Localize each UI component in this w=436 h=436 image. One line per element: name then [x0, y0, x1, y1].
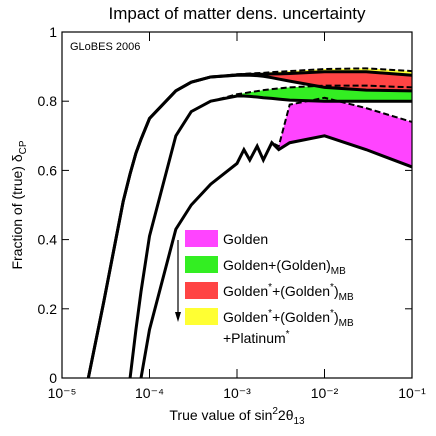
y-tick-label: 0.4	[38, 232, 58, 248]
text-part: *	[268, 282, 272, 293]
text-part: *	[330, 282, 334, 293]
chart-title: Impact of matter dens. uncertainty	[108, 4, 366, 23]
text-part: )	[334, 309, 339, 325]
text-part: 13	[294, 416, 306, 427]
legend-arrow-head	[175, 312, 181, 322]
text-part: CP	[18, 140, 29, 154]
y-tick-label: 0	[49, 370, 57, 386]
text-part: Golden+(Golden)	[223, 257, 331, 273]
band-fill	[141, 97, 412, 379]
text-part: +(Golden	[272, 309, 330, 325]
y-tick-label: 0.2	[38, 301, 58, 317]
text-part: *	[330, 308, 334, 319]
text-part: 2θ	[278, 407, 294, 423]
legend-label: +Platinum*	[223, 329, 290, 346]
x-tick-label: 10⁻¹	[398, 385, 426, 401]
y-tick-label: 0.6	[38, 162, 58, 178]
legend-swatch	[185, 282, 218, 299]
text-part: MB	[331, 266, 346, 277]
x-tick-label: 10⁻⁵	[48, 385, 77, 401]
text-part: +Platinum	[223, 330, 286, 346]
annotation: GLoBES 2006	[70, 41, 140, 53]
x-tick-label: 10⁻⁴	[135, 385, 164, 401]
text-part: MB	[339, 318, 354, 329]
y-tick-label: 0.8	[38, 93, 58, 109]
legend-swatch	[185, 256, 218, 273]
text-part: Fraction of (true) δ	[9, 154, 25, 269]
text-part: MB	[339, 292, 354, 303]
text-part: Golden	[223, 283, 268, 299]
text-part: Golden	[223, 231, 268, 247]
legend-label: Golden	[223, 231, 268, 247]
y-axis-label: Fraction of (true) δCP	[9, 140, 29, 269]
text-part: True value of sin	[169, 407, 272, 423]
text-part: *	[268, 308, 272, 319]
upper-line	[129, 84, 413, 379]
text-part: 2	[272, 406, 278, 417]
legend-label: Golden+(Golden)MB	[223, 257, 346, 277]
x-tick-label: 10⁻³	[223, 385, 251, 401]
x-axis-label: True value of sin22θ13	[169, 406, 305, 427]
x-tick-label: 10⁻²	[311, 385, 339, 401]
lower-line	[128, 94, 412, 379]
y-tick-label: 1	[49, 24, 57, 40]
legend-label: Golden*+(Golden*)MB	[223, 282, 354, 303]
text-part: )	[334, 283, 339, 299]
text-part: Golden	[223, 309, 268, 325]
upper-line	[87, 67, 413, 379]
text-part: +(Golden	[272, 283, 330, 299]
text-part: *	[286, 329, 290, 340]
legend-label: Golden*+(Golden*)MB	[223, 308, 354, 329]
legend-swatch	[185, 230, 218, 247]
legend-swatch	[185, 308, 218, 325]
